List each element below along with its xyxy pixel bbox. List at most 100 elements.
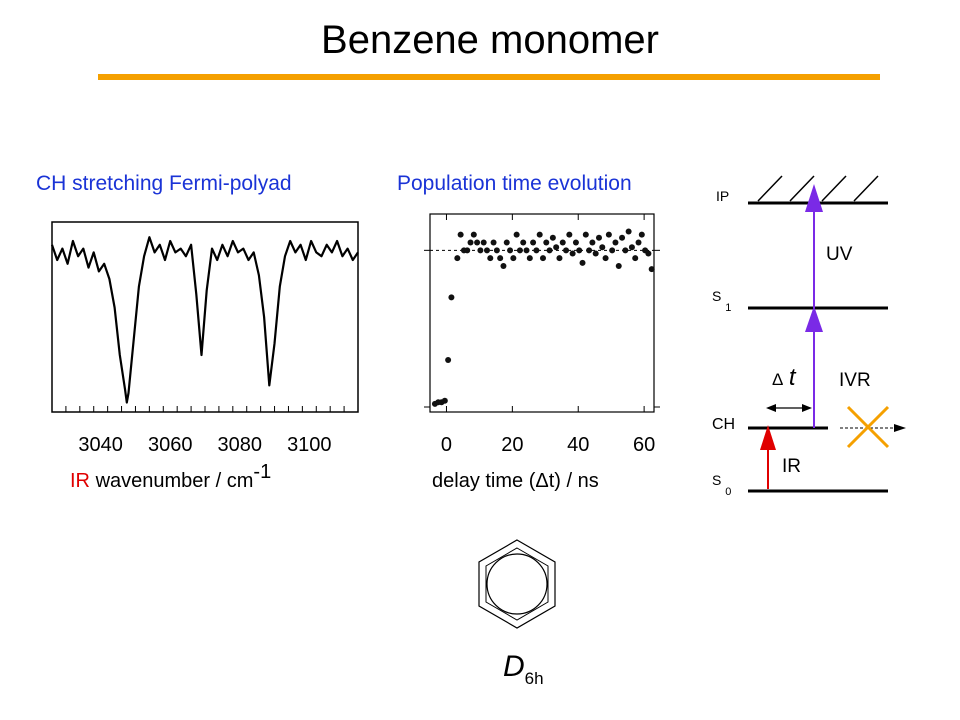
data-point: [612, 239, 619, 246]
data-point: [602, 255, 609, 262]
data-point: [513, 231, 520, 238]
data-point: [516, 247, 523, 254]
level-s0-label: S 0: [712, 472, 731, 498]
population-points: [431, 228, 655, 407]
data-point: [467, 239, 474, 246]
ir-label-main: wavenumber / cm: [95, 470, 254, 492]
data-point: [592, 250, 599, 257]
ivr-cross-stroke: [846, 405, 890, 449]
data-point: [520, 239, 527, 246]
data-point: [448, 294, 455, 301]
ivr-cross-icon: [846, 405, 890, 449]
ivr-label: IVR: [839, 370, 871, 391]
data-point: [457, 231, 464, 238]
data-point: [493, 247, 500, 254]
data-point: [579, 259, 586, 266]
data-point: [454, 255, 461, 262]
title-underline: [98, 74, 880, 80]
ir-tick-label: 3040: [78, 434, 123, 456]
continuum-hatching: [757, 175, 879, 202]
ivr-arrow-head: [894, 424, 906, 432]
data-point: [599, 244, 606, 251]
ir-tick-label: 3100: [287, 434, 332, 456]
data-point: [589, 239, 596, 246]
level-s0-sub: 0: [725, 486, 732, 498]
ir-spectrum-line: [50, 236, 359, 404]
level-ip-label: IP: [716, 188, 730, 204]
data-point: [523, 247, 530, 254]
delta-t-label: Δ t: [772, 364, 796, 392]
ir-label-exponent: -1: [253, 461, 272, 483]
data-point: [559, 239, 566, 246]
data-point: [645, 250, 652, 257]
data-point: [622, 247, 629, 254]
data-point: [500, 263, 507, 269]
data-point: [625, 228, 632, 235]
ir-minor-ticks: [51, 406, 359, 412]
page-title: Benzene monomer: [321, 18, 659, 62]
symmetry-label: D6h: [503, 650, 544, 689]
data-point: [635, 239, 642, 246]
data-point: [605, 231, 612, 238]
population-frame: [429, 213, 655, 413]
data-point: [628, 244, 635, 251]
population-tick-label: 20: [501, 434, 524, 456]
delay-x-axis-label: delay time (Δt) / ns: [432, 470, 599, 492]
level-s1-sub: 1: [725, 302, 732, 314]
energy-level-diagram: [748, 175, 906, 493]
symmetry-main: D: [503, 650, 525, 683]
data-point: [533, 247, 540, 254]
hatch-line: [853, 175, 879, 202]
data-point: [510, 255, 517, 262]
ir-spectrum-title: CH stretching Fermi-polyad: [36, 172, 292, 195]
data-point: [474, 239, 481, 246]
data-point: [576, 247, 583, 254]
data-point: [595, 234, 602, 241]
data-point: [586, 247, 593, 254]
data-point: [648, 266, 655, 273]
ir-tick-label: 3060: [147, 434, 193, 456]
benzene-ring-icon: [478, 539, 556, 629]
dt-arrow-left-head: [766, 404, 776, 412]
data-point: [569, 250, 576, 257]
data-point: [507, 247, 514, 254]
level-ch-label: CH: [712, 416, 736, 433]
uv-arrow-lower-head: [805, 306, 823, 332]
ir-arrow-head: [760, 425, 776, 450]
population-tick-label: 0: [440, 434, 453, 456]
ir-label: IR: [782, 456, 801, 477]
data-point: [566, 231, 573, 238]
data-point: [445, 357, 452, 363]
data-point: [464, 247, 471, 254]
data-point: [615, 263, 622, 269]
t-variable: t: [788, 364, 796, 391]
data-point: [490, 239, 497, 246]
ir-tick-label: 3080: [217, 434, 263, 456]
dt-arrow-right-head: [802, 404, 812, 412]
data-point: [556, 255, 563, 262]
data-point: [563, 247, 570, 254]
data-point: [477, 247, 484, 254]
data-point: [572, 239, 579, 246]
data-point: [609, 247, 616, 254]
data-point: [487, 255, 494, 262]
hatch-line: [821, 175, 847, 202]
hatch-line: [757, 175, 783, 202]
data-point: [553, 244, 560, 251]
benzene-hexagon-outer: [478, 539, 556, 629]
data-point: [539, 255, 546, 262]
data-point: [470, 231, 477, 238]
population-tick-label: 40: [567, 434, 590, 456]
data-point: [638, 231, 645, 238]
data-point: [526, 255, 533, 262]
level-s0-letter: S: [712, 472, 722, 488]
data-point: [582, 231, 589, 238]
uv-label: UV: [826, 244, 853, 265]
population-ticks: [424, 214, 660, 412]
ir-label-prefix: IR: [70, 470, 90, 492]
population-plot-border: [429, 213, 655, 413]
level-s1-label: S 1: [712, 288, 731, 314]
data-point: [441, 397, 448, 404]
uv-arrow-upper-head: [805, 184, 823, 212]
symmetry-sub: 6h: [524, 669, 544, 688]
